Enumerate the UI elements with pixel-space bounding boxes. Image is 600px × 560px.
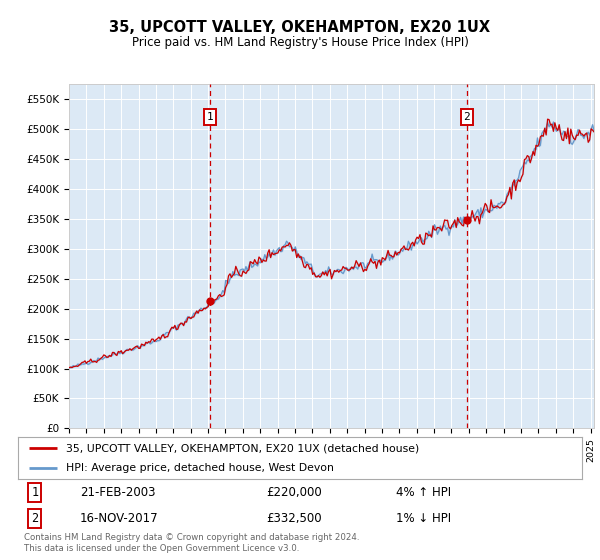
Text: Price paid vs. HM Land Registry's House Price Index (HPI): Price paid vs. HM Land Registry's House …: [131, 36, 469, 49]
Text: 1: 1: [207, 112, 214, 122]
Text: £332,500: £332,500: [266, 512, 322, 525]
Text: 2: 2: [463, 112, 470, 122]
Text: This data is licensed under the Open Government Licence v3.0.: This data is licensed under the Open Gov…: [24, 544, 299, 553]
Text: 35, UPCOTT VALLEY, OKEHAMPTON, EX20 1UX: 35, UPCOTT VALLEY, OKEHAMPTON, EX20 1UX: [109, 20, 491, 35]
Text: £220,000: £220,000: [266, 486, 322, 499]
Text: 21-FEB-2003: 21-FEB-2003: [80, 486, 155, 499]
Text: 4% ↑ HPI: 4% ↑ HPI: [396, 486, 451, 499]
Text: 1% ↓ HPI: 1% ↓ HPI: [396, 512, 451, 525]
Text: Contains HM Land Registry data © Crown copyright and database right 2024.: Contains HM Land Registry data © Crown c…: [24, 533, 359, 542]
Text: 16-NOV-2017: 16-NOV-2017: [80, 512, 158, 525]
Text: 2: 2: [31, 512, 38, 525]
Text: 1: 1: [31, 486, 38, 499]
Text: 35, UPCOTT VALLEY, OKEHAMPTON, EX20 1UX (detached house): 35, UPCOTT VALLEY, OKEHAMPTON, EX20 1UX …: [66, 443, 419, 453]
Text: HPI: Average price, detached house, West Devon: HPI: Average price, detached house, West…: [66, 463, 334, 473]
